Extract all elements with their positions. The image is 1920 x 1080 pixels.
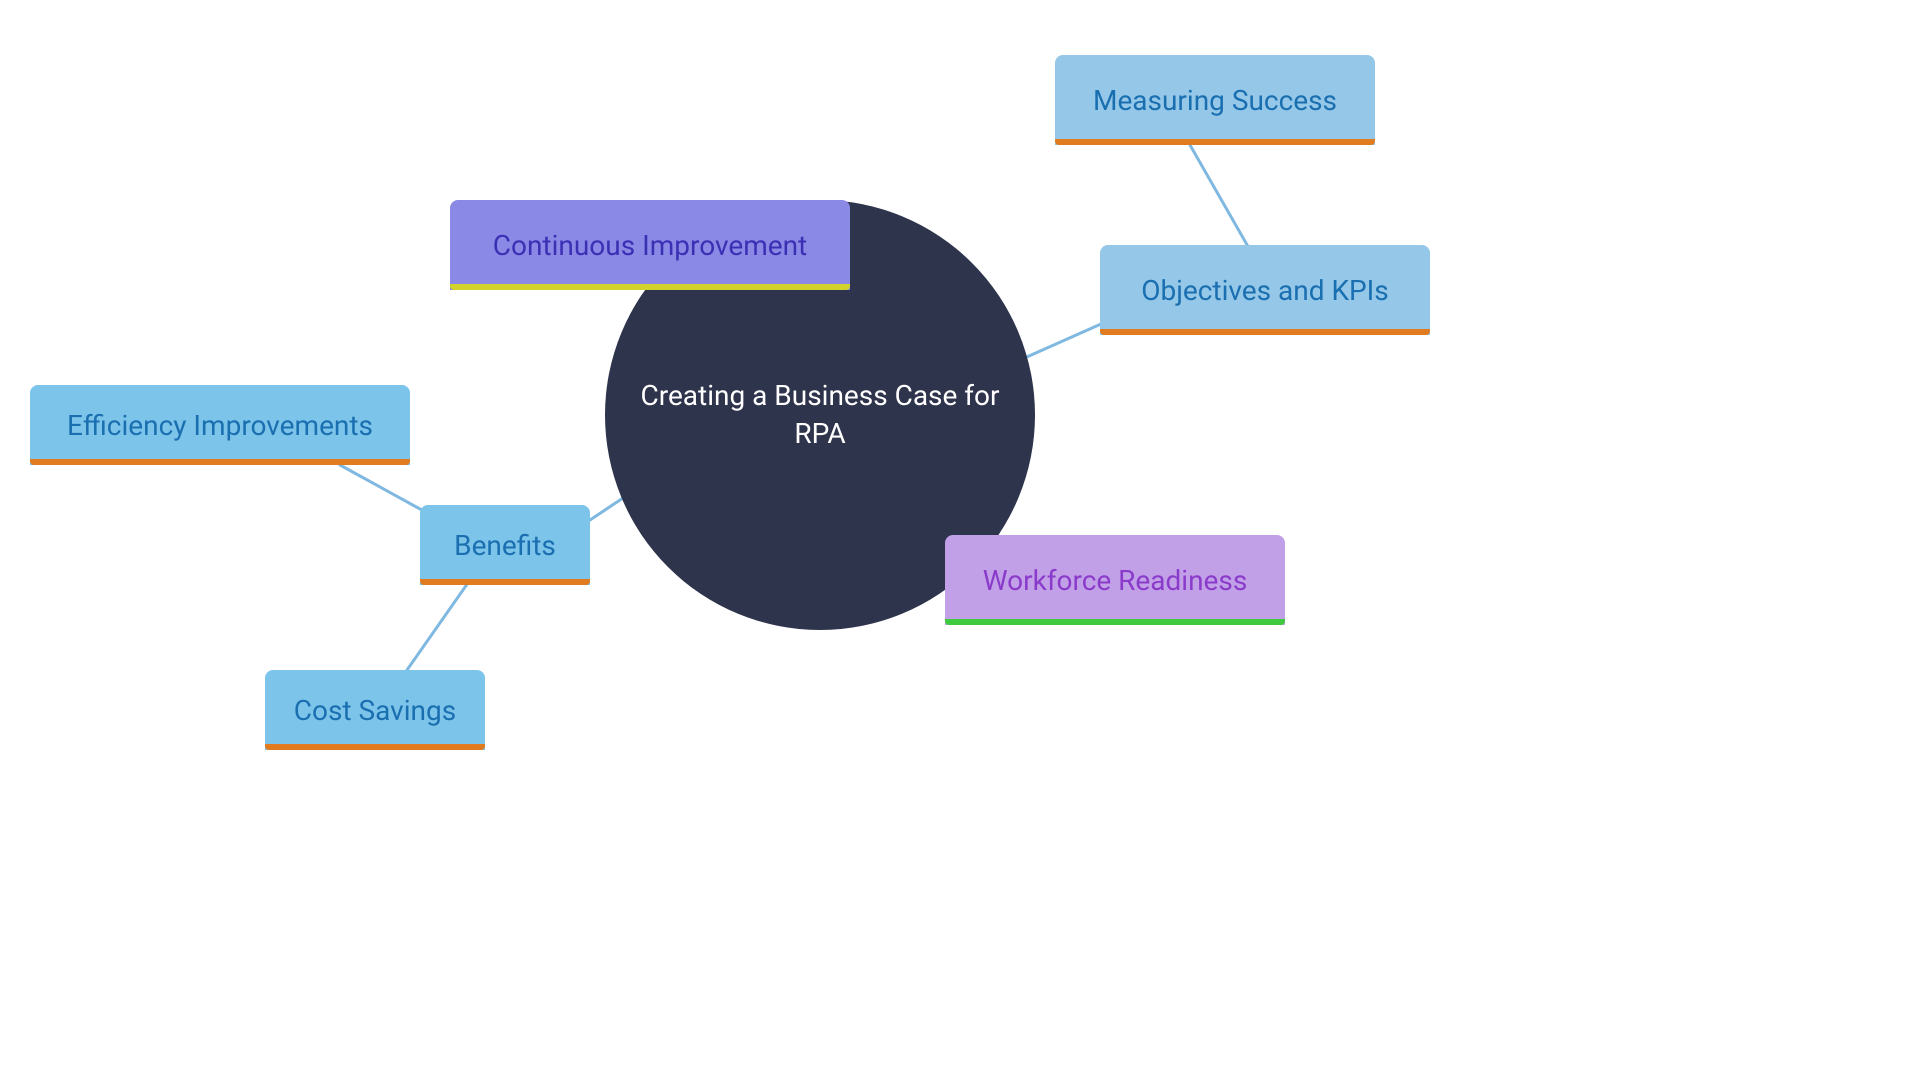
node-label: Measuring Success bbox=[1093, 84, 1337, 117]
node-underline bbox=[30, 459, 410, 465]
node-label: Cost Savings bbox=[294, 694, 456, 727]
node-efficiency-improvements: Efficiency Improvements bbox=[30, 385, 410, 465]
node-label: Continuous Improvement bbox=[493, 229, 807, 262]
node-objectives-kpis: Objectives and KPIs bbox=[1100, 245, 1430, 335]
node-label: Workforce Readiness bbox=[983, 564, 1248, 597]
node-cost-savings: Cost Savings bbox=[265, 670, 485, 750]
node-underline bbox=[420, 579, 590, 585]
mindmap-canvas: Creating a Business Case for RPA Continu… bbox=[0, 0, 1920, 1080]
node-workforce-readiness: Workforce Readiness bbox=[945, 535, 1285, 625]
node-label: Efficiency Improvements bbox=[67, 409, 373, 442]
node-measuring-success: Measuring Success bbox=[1055, 55, 1375, 145]
node-underline bbox=[945, 619, 1285, 625]
node-underline bbox=[265, 744, 485, 750]
node-benefits: Benefits bbox=[420, 505, 590, 585]
center-label: Creating a Business Case for RPA bbox=[631, 377, 1009, 453]
node-underline bbox=[1055, 139, 1375, 145]
node-underline bbox=[1100, 329, 1430, 335]
node-label: Objectives and KPIs bbox=[1141, 274, 1389, 307]
node-continuous-improvement: Continuous Improvement bbox=[450, 200, 850, 290]
node-label: Benefits bbox=[454, 529, 556, 562]
node-underline bbox=[450, 284, 850, 290]
